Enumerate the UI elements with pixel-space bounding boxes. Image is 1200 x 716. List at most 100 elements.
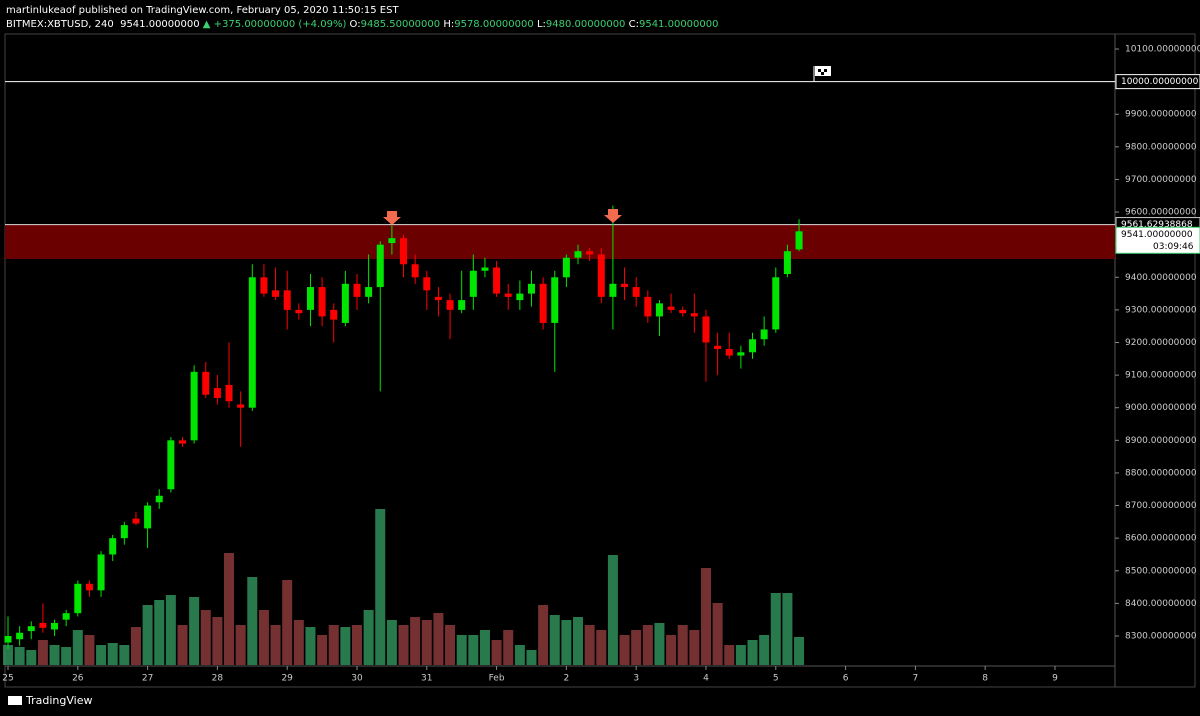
volume-bar	[340, 627, 351, 665]
x-tick-label: 9	[1052, 674, 1058, 684]
candle-body	[551, 277, 559, 323]
x-tick-label: 30	[351, 674, 363, 684]
candle-body	[237, 404, 245, 408]
candle-body	[690, 313, 698, 317]
candle-body	[283, 290, 291, 310]
volume-bar	[538, 605, 549, 665]
volume-bar	[107, 643, 118, 665]
volume-bar	[759, 635, 770, 665]
candle-body	[434, 296, 442, 301]
candle-body	[51, 622, 59, 630]
candle-body	[574, 251, 582, 258]
y-tick-label: 8800.00000000	[1125, 468, 1197, 478]
resistance-zone	[5, 224, 1115, 260]
ohlc-value: 9541.00000000	[638, 19, 719, 30]
candle-body	[667, 306, 675, 310]
candle-body	[178, 440, 186, 444]
volume-bar	[770, 593, 781, 665]
candle-body	[27, 626, 35, 632]
candle-body	[621, 283, 629, 288]
volume-bar	[700, 568, 711, 665]
candle-body	[62, 613, 70, 620]
volume-bar	[130, 627, 141, 665]
volume-bar	[503, 630, 514, 665]
volume-bar	[666, 635, 677, 665]
x-tick-label: 4	[703, 674, 709, 684]
volume-bar	[712, 603, 723, 665]
x-tick-label: 26	[72, 674, 84, 684]
candle-body	[725, 349, 733, 356]
volume-bar	[165, 595, 176, 665]
last-price-label: 9541.00000000	[1121, 230, 1193, 240]
candle-body	[74, 583, 82, 614]
y-tick-label: 9400.00000000	[1125, 273, 1197, 283]
y-tick-label: 9100.00000000	[1125, 371, 1197, 381]
ohlc-label: H:	[443, 19, 455, 30]
volume-bar	[14, 647, 25, 665]
candle-body	[609, 283, 617, 297]
x-tick-label: 6	[843, 674, 849, 684]
volume-bar	[49, 645, 60, 665]
candle-body	[493, 267, 501, 294]
candle-body	[469, 270, 477, 297]
volume-bar	[119, 645, 130, 665]
volume-bar	[410, 617, 421, 665]
candle-body	[760, 329, 768, 340]
candle-body	[632, 287, 640, 297]
candle-body	[783, 251, 791, 275]
candle-body	[353, 283, 361, 297]
candle-body	[260, 277, 268, 294]
candle-body	[411, 264, 419, 278]
volume-bar	[177, 625, 188, 665]
volume-bar	[584, 625, 595, 665]
volume-bar	[363, 610, 374, 665]
candle-body	[202, 371, 210, 395]
volume-bar	[782, 593, 793, 665]
candle-body	[597, 254, 605, 297]
candle-body	[39, 622, 47, 628]
volume-bar	[305, 627, 316, 665]
volume-bar	[328, 625, 339, 665]
volume-bar	[351, 625, 362, 665]
author-line: martinlukeaof published on TradingView.c…	[6, 5, 399, 16]
zone-label: 9561.62938868	[1121, 220, 1193, 230]
y-tick-label: 9900.00000000	[1125, 110, 1197, 120]
volume-bar	[654, 623, 665, 665]
y-tick-label: 9000.00000000	[1125, 403, 1197, 413]
x-tick-label: 28	[212, 674, 224, 684]
candle-body	[330, 309, 338, 320]
volume-bar	[573, 617, 584, 665]
last-price-box	[1115, 226, 1200, 254]
volume-bar	[293, 620, 304, 665]
candle-body	[85, 583, 93, 591]
candle-body	[679, 309, 687, 314]
volume-bar	[154, 600, 165, 665]
volume-bar	[26, 650, 37, 665]
ohlc-label: C:	[628, 19, 639, 30]
volume-bar	[468, 635, 479, 665]
hline-label: 10000.00000000	[1121, 77, 1199, 87]
candle-body	[562, 257, 570, 278]
price: 9541.00000000	[120, 19, 200, 30]
chart-border	[4, 33, 1196, 688]
volume-bar	[72, 630, 83, 665]
y-tick-label: 8600.00000000	[1125, 534, 1197, 544]
footer-brand: TradingView	[25, 694, 92, 707]
x-tick-label: 27	[142, 674, 153, 684]
ohlc-label: O:	[349, 19, 361, 30]
x-tick-label: 3	[633, 674, 639, 684]
volume-bar	[398, 625, 409, 665]
volume-bar	[200, 610, 211, 665]
flag-icon	[813, 66, 831, 82]
plot	[3, 81, 1115, 665]
volume-bar	[735, 645, 746, 665]
y-tick-label: 9600.00000000	[1125, 208, 1197, 218]
candle-body	[213, 388, 221, 398]
candle-body	[504, 293, 512, 297]
x-tick-label: 2	[564, 674, 570, 684]
candle-body	[155, 495, 163, 503]
candle-body	[4, 635, 12, 643]
volume-bar	[386, 620, 397, 665]
candle-body	[365, 287, 373, 297]
